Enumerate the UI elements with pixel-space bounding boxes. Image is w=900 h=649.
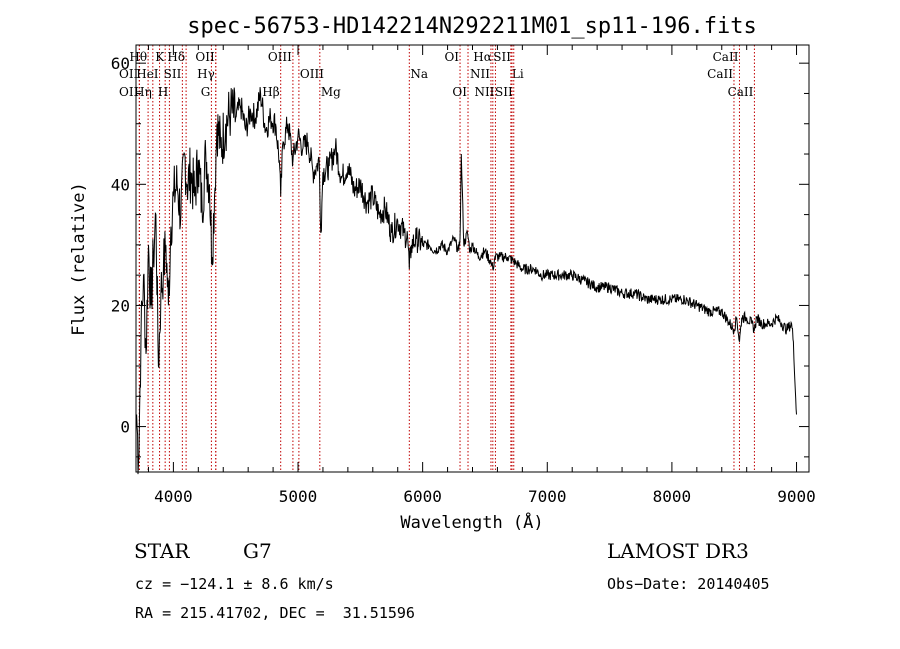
line-label-5: K [155, 50, 165, 64]
line-label-20: Hα [473, 50, 492, 64]
line-label-23: Li [512, 67, 524, 81]
line-label-22: SII [493, 50, 511, 64]
y-tick-label: 0 [120, 418, 130, 437]
line-label-13: OIII [268, 50, 292, 64]
x-tick-label: 5000 [279, 487, 318, 506]
x-axis-label: Wavelength (Å) [400, 511, 543, 533]
survey-name: LAMOST DR3 [607, 539, 749, 563]
y-tick-label: 20 [111, 296, 130, 315]
line-label-3: Hη [134, 85, 152, 99]
x-tick-label: 4000 [154, 487, 193, 506]
line-label-9: G [201, 85, 211, 99]
line-label-4: HeI [136, 67, 159, 81]
x-tick-label: 6000 [403, 487, 442, 506]
axis-ticks: 4000 5000 6000 7000 8000 9000 0 20 40 60 [111, 45, 816, 506]
object-subclass: G7 [243, 539, 272, 563]
line-label-18: OI [452, 85, 467, 99]
x-tick-label: 7000 [528, 487, 567, 506]
object-class: STAR [134, 539, 190, 563]
line-label-24: SII [495, 85, 513, 99]
chart-title: spec-56753-HD142214N292211M01_sp11-196.f… [187, 14, 757, 39]
line-label-16: Na [410, 67, 428, 81]
line-label-17: OI [444, 50, 459, 64]
line-label-26: CaII [713, 50, 739, 64]
line-label-14: OIII [300, 67, 324, 81]
y-axis-label: Flux (relative) [69, 182, 89, 336]
line-label-12: Hβ [262, 85, 279, 99]
observation-date: Obs−Date: 20140405 [607, 575, 770, 593]
line-label-0: OII [119, 67, 139, 81]
line-label-2: Hθ [129, 50, 147, 64]
line-label-8: Hδ [167, 50, 185, 64]
line-label-7: SII [164, 67, 182, 81]
line-label-15: Mg [321, 85, 341, 99]
y-tick-label: 60 [111, 54, 130, 73]
sky-coordinates: RA = 215.41702, DEC = 31.51596 [135, 604, 415, 622]
line-label-10: OII [195, 50, 215, 64]
radial-velocity: cz = −124.1 ± 8.6 km/s [135, 575, 334, 593]
spectrum-series [136, 87, 797, 475]
y-tick-label: 40 [111, 175, 130, 194]
line-label-11: Hγ [197, 67, 215, 81]
line-label-1: OII [119, 85, 139, 99]
line-label-6: H [158, 85, 168, 99]
spectral-line-markers: OII OII Hθ Hη HeI K H SII Hδ G OII Hγ Hβ OIII OIII Mg Na… [119, 45, 755, 472]
line-label-27: CaII [728, 85, 754, 99]
spectrum-line [136, 87, 797, 475]
x-tick-label: 9000 [777, 487, 816, 506]
x-tick-label: 8000 [653, 487, 692, 506]
line-label-25: CaII [707, 67, 733, 81]
line-label-21: NII [474, 85, 494, 99]
line-label-19: NII [470, 67, 490, 81]
